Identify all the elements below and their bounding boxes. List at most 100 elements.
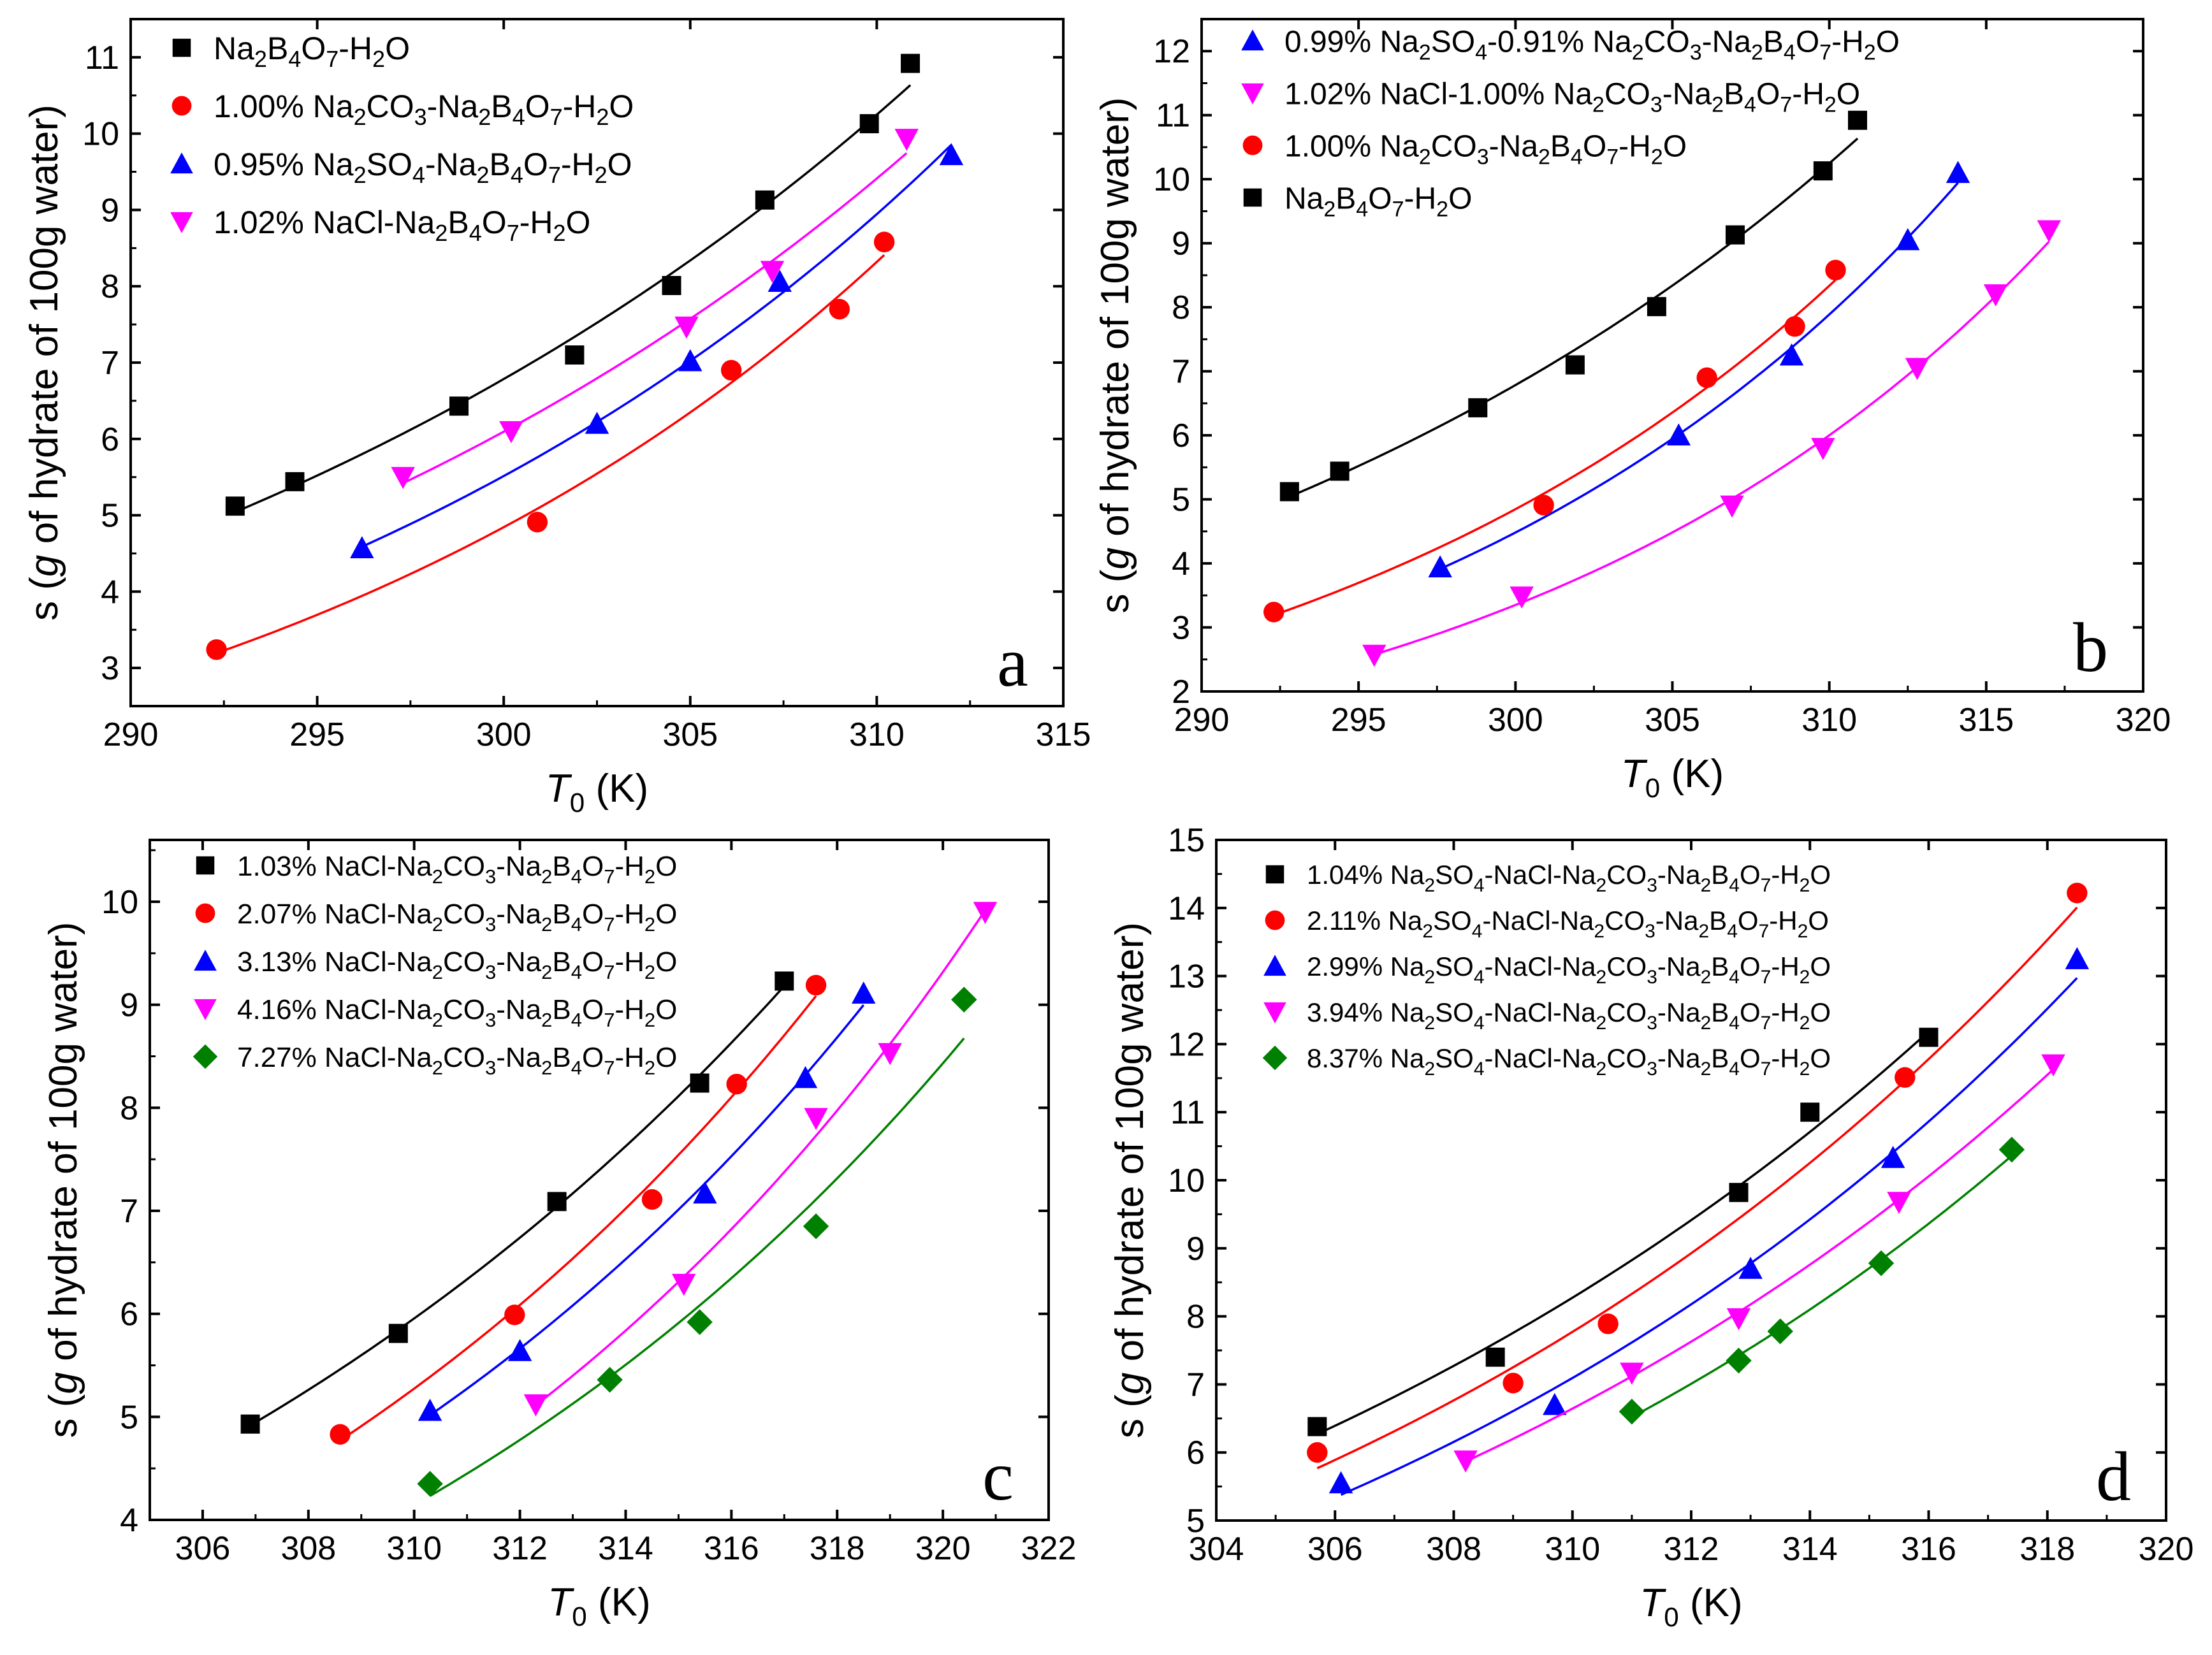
y-tick-label: 7: [1172, 354, 1190, 391]
legend-marker: [170, 212, 193, 233]
y-tick-label: 6: [120, 1296, 138, 1333]
data-point: [1565, 355, 1585, 375]
legend-item: 0.95% Na2SO4-Na2B4O7-H2O: [170, 147, 632, 188]
x-tick-label: 312: [492, 1530, 548, 1567]
x-tick-label: 308: [1426, 1531, 1481, 1568]
x-tick-label: 295: [1331, 702, 1386, 739]
legend-item: 1.00% Na2CO3-Na2B4O7-H2O: [171, 89, 634, 130]
legend-label: 1.00% Na2CO3-Na2B4O7-H2O: [1284, 129, 1687, 169]
data-point: [1919, 1027, 1939, 1047]
data-point: [240, 1414, 260, 1434]
x-tick-label: 300: [1488, 702, 1543, 739]
y-tick-label: 9: [1186, 1231, 1205, 1268]
y-axis-label: s (g of hydrate of 100g water): [1108, 922, 1152, 1438]
data-point: [417, 1471, 443, 1497]
panel-letter: b: [2073, 609, 2108, 686]
fit-curve: [1439, 182, 1959, 570]
fit-curve: [429, 1004, 865, 1417]
data-point: [687, 1309, 713, 1335]
data-point: [1895, 1067, 1916, 1088]
x-tick-label: 305: [662, 716, 718, 753]
data-point: [1887, 1192, 1911, 1214]
data-point: [775, 971, 794, 991]
x-tick-label: 305: [1645, 702, 1700, 739]
legend-marker: [172, 38, 191, 57]
data-point: [755, 190, 775, 210]
series-1: [1307, 1027, 1939, 1436]
data-point: [859, 114, 879, 134]
data-point: [851, 981, 876, 1004]
data-point: [805, 974, 827, 996]
data-point: [1738, 1257, 1763, 1279]
y-tick-label: 7: [1186, 1366, 1205, 1403]
data-point: [804, 1108, 828, 1131]
data-point: [1666, 423, 1691, 446]
data-point: [1726, 1308, 1751, 1331]
series-4: [391, 129, 919, 489]
legend-item: Na2B4O7-H2O: [172, 31, 410, 72]
fit-curve: [1316, 1030, 1930, 1435]
y-tick-label: 5: [101, 498, 119, 535]
series-1: [240, 971, 794, 1434]
y-tick-label: 5: [120, 1399, 138, 1436]
data-point: [2037, 220, 2062, 243]
data-point: [1813, 161, 1833, 181]
legend-label: 1.02% NaCl-Na2B4O7-H2O: [214, 205, 590, 246]
legend-marker: [194, 950, 217, 971]
y-tick-label: 5: [1172, 482, 1190, 519]
y-tick-label: 9: [1172, 226, 1190, 263]
y-axis-label: s (g of hydrate of 100g water): [41, 922, 85, 1438]
x-tick-label: 318: [810, 1530, 865, 1567]
legend-marker: [195, 903, 215, 923]
fit-curve: [1340, 977, 2078, 1496]
x-tick-label: 306: [1307, 1531, 1363, 1568]
data-point: [504, 1304, 525, 1326]
series-5: [1619, 1136, 2025, 1425]
data-point: [693, 1181, 717, 1204]
x-tick-label: 320: [2139, 1531, 2194, 1568]
x-axis-label: T0 (K): [1640, 1581, 1742, 1632]
legend-label: 3.13% NaCl-Na2CO3-Na2B4O7-H2O: [237, 946, 677, 983]
legend-item: 4.16% NaCl-Na2CO3-Na2B4O7-H2O: [194, 994, 677, 1031]
y-tick-label: 7: [120, 1193, 138, 1230]
legend-item: 2.11% Na2SO4-NaCl-Na2CO3-Na2B4O7-H2O: [1265, 906, 1829, 942]
data-point: [1647, 297, 1666, 317]
y-tick-label: 8: [1172, 289, 1190, 326]
series-4: [523, 902, 998, 1417]
data-point: [585, 412, 609, 434]
data-point: [285, 472, 305, 491]
data-point: [1720, 495, 1744, 518]
legend-marker: [1265, 865, 1284, 884]
data-point: [1263, 602, 1284, 623]
legend-marker: [194, 999, 217, 1020]
legend-label: Na2B4O7-H2O: [214, 31, 410, 72]
legend-label: 2.99% Na2SO4-NaCl-Na2CO3-Na2B4O7-H2O: [1307, 951, 1831, 988]
legend-marker: [1263, 955, 1286, 976]
x-tick-label: 322: [1021, 1530, 1077, 1567]
legend-marker: [170, 152, 193, 174]
data-point: [1328, 1471, 1353, 1494]
fit-curve: [1289, 137, 1859, 498]
x-tick-label: 315: [1958, 702, 2014, 739]
legend-item: 2.99% Na2SO4-NaCl-Na2CO3-Na2B4O7-H2O: [1263, 951, 1831, 988]
data-point: [1330, 461, 1350, 481]
legend-label: 2.07% NaCl-Na2CO3-Na2B4O7-H2O: [237, 899, 677, 936]
legend-marker: [1262, 1045, 1288, 1071]
fit-curve: [235, 84, 912, 514]
data-point: [1619, 1398, 1645, 1425]
series-3: [1263, 259, 1846, 623]
data-point: [1428, 555, 1452, 578]
data-point: [878, 1043, 902, 1066]
fit-curve: [402, 152, 908, 484]
data-point: [1946, 161, 1970, 184]
data-point: [1779, 343, 1804, 366]
data-point: [1868, 1250, 1895, 1276]
data-point: [726, 1073, 747, 1095]
data-point: [1543, 1392, 1567, 1415]
y-tick-label: 14: [1168, 890, 1205, 927]
data-point: [1696, 367, 1717, 388]
x-tick-label: 320: [915, 1530, 971, 1567]
legend-marker: [1241, 29, 1264, 51]
series-2: [1307, 883, 2088, 1470]
panel-letter: d: [2096, 1438, 2131, 1515]
